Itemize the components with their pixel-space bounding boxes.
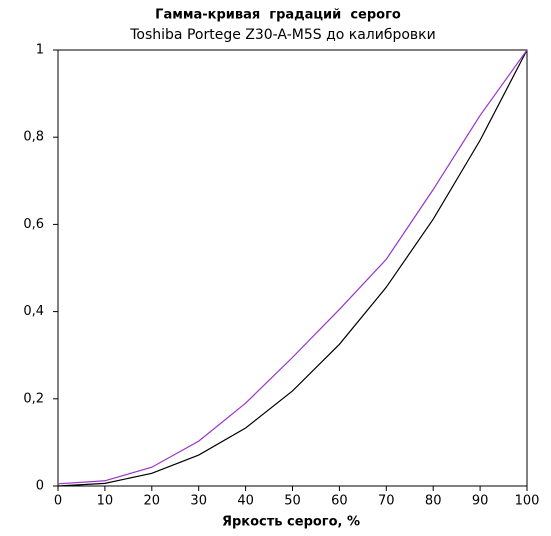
x-tick-label: 80 <box>425 494 442 509</box>
chart-subtitle: Toshiba Portege Z30-A-M5S до калибровки <box>129 27 436 43</box>
series-line <box>57 49 528 487</box>
x-tick-label: 50 <box>284 494 301 509</box>
x-tick-label: 60 <box>331 494 348 509</box>
x-tick-label: 20 <box>144 494 161 509</box>
x-tick-label: 70 <box>378 494 395 509</box>
x-tick-label: 0 <box>54 494 62 509</box>
x-tick-label: 30 <box>190 494 207 509</box>
x-tick-label: 100 <box>515 494 540 509</box>
y-tick-label: 0,8 <box>23 130 44 145</box>
x-tick-label: 40 <box>237 494 254 509</box>
y-tick-label: 0,2 <box>23 391 44 406</box>
chart-title: Гамма-кривая градаций серого <box>155 8 401 23</box>
y-tick-label: 0,6 <box>23 217 44 232</box>
x-axis-label: Яркость серого, % <box>222 515 360 530</box>
y-tick-label: 0,4 <box>23 304 44 319</box>
y-tick-label: 0 <box>36 479 44 494</box>
series-line <box>57 49 528 485</box>
x-tick-label: 10 <box>97 494 114 509</box>
x-tick-label: 90 <box>472 494 489 509</box>
plot-frame <box>57 49 528 487</box>
y-tick-label: 1 <box>36 43 44 58</box>
